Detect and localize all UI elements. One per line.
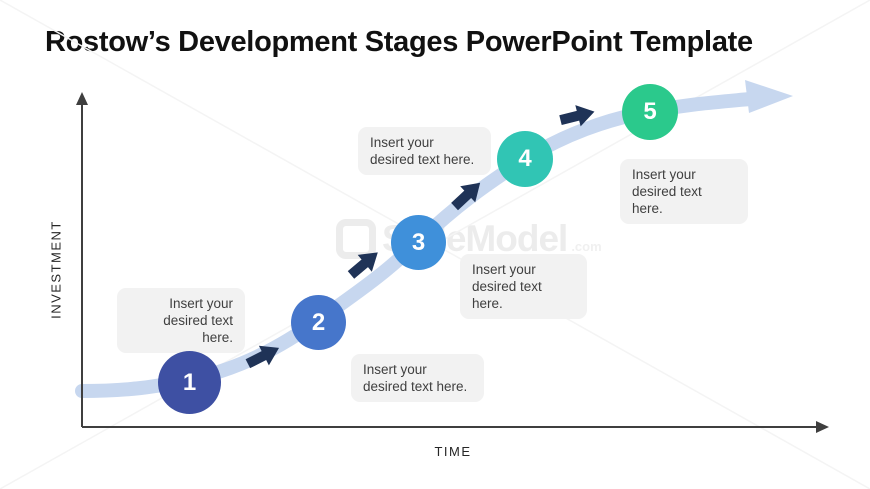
placeholder-textbox-4: Insert your desired text here. [460, 254, 587, 319]
slide-title: Rostow’s Development Stages PowerPoint T… [45, 26, 753, 58]
y-axis-label: INVESTMENT [48, 220, 64, 319]
placeholder-text-line: Insert your [632, 167, 696, 182]
placeholder-text-line: desired text here. [472, 279, 542, 311]
placeholder-textbox-2: Insert your desired text here. [351, 354, 484, 402]
placeholder-text-line: desired text here. [370, 152, 475, 167]
step-arrow-icon-4 [559, 105, 595, 127]
stage-circle-1: 1 [158, 351, 221, 414]
s-curve-arrowhead-icon [745, 80, 793, 113]
stage-circle-4: 4 [497, 131, 553, 187]
placeholder-textbox-1: Insert your desired text here. [117, 288, 245, 353]
placeholder-text-line: Insert your [169, 296, 233, 311]
stage-circle-3: 3 [391, 215, 446, 270]
step-arrow-icon-1 [245, 345, 280, 369]
y-axis-arrowhead-icon [76, 92, 88, 105]
stage-circle-2: 2 [291, 295, 346, 350]
stage-circle-5: 5 [622, 84, 678, 140]
x-axis-arrowhead-icon [816, 421, 829, 433]
placeholder-text-line: desired text here. [363, 379, 468, 394]
placeholder-text-line: Insert your [370, 135, 434, 150]
x-axis-label: TIME [434, 444, 472, 459]
watermark-tld: .com [571, 239, 602, 254]
placeholder-text-line: Insert your [363, 362, 427, 377]
placeholder-text-line: Insert your [472, 262, 536, 277]
step-arrow-icon-3 [451, 182, 481, 211]
step-arrow-icon-2 [347, 252, 378, 279]
placeholder-text-line: desired text here. [163, 313, 233, 345]
placeholder-textbox-3: Insert your desired text here. [358, 127, 491, 175]
placeholder-text-line: desired text here. [632, 184, 702, 216]
placeholder-textbox-5: Insert your desired text here. [620, 159, 748, 224]
slidemodel-logo-icon [336, 219, 376, 259]
